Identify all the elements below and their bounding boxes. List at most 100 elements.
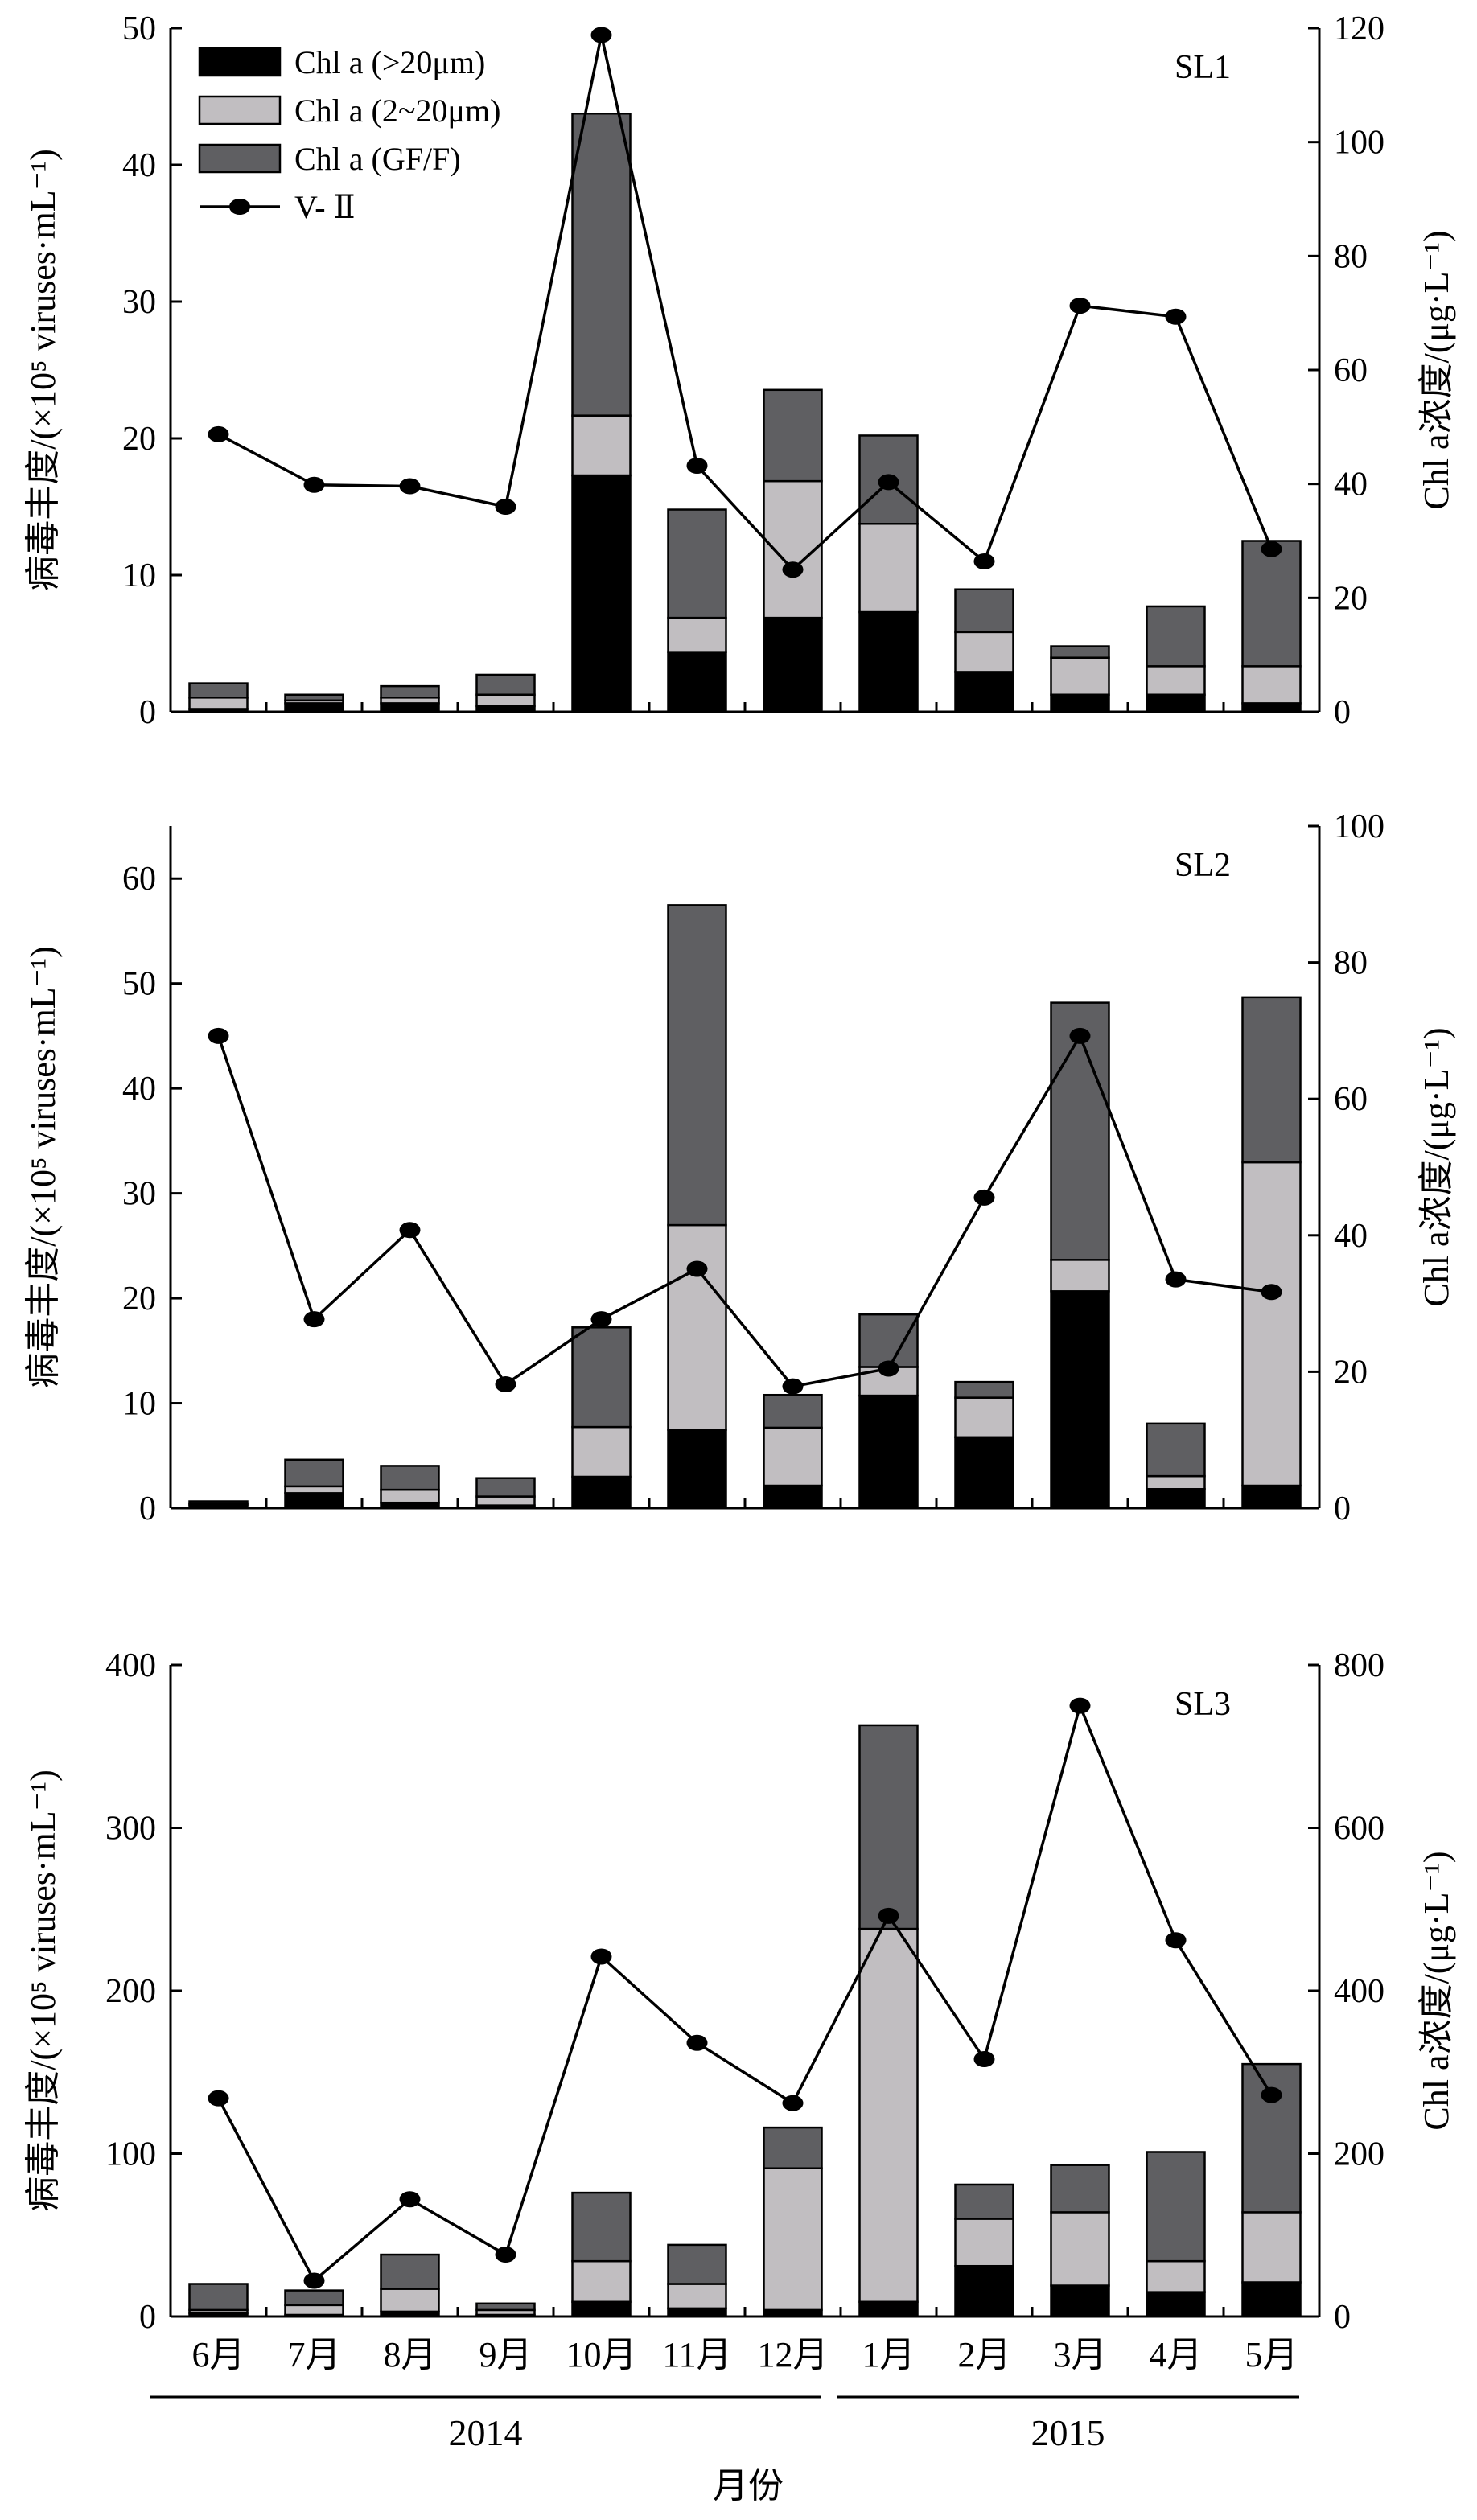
bar-segment xyxy=(667,904,727,1227)
right-tick-label: 100 xyxy=(1334,125,1384,162)
line-series xyxy=(216,1701,1273,2284)
bar-segment xyxy=(763,1393,823,1429)
left-tick-label: 50 xyxy=(122,966,156,1003)
bar-segment xyxy=(1050,1259,1110,1293)
bar-segment xyxy=(667,508,727,619)
line-series xyxy=(216,1032,1272,1388)
line-point xyxy=(878,1360,899,1377)
legend-item: Chl a (GF/F) xyxy=(198,141,461,177)
bar-segment xyxy=(1050,1001,1110,1261)
legend-label: Chl a (GF/F) xyxy=(294,141,461,177)
left-tick-label: 100 xyxy=(105,2136,156,2173)
line-point xyxy=(208,425,229,442)
right-tick-label: 80 xyxy=(1334,238,1368,275)
year-label: 2015 xyxy=(1031,2412,1105,2453)
bar-segment xyxy=(475,2302,536,2312)
left-tick-label: 300 xyxy=(105,1811,156,1848)
month-label: 3月 xyxy=(1054,2335,1107,2374)
right-tick-label: 0 xyxy=(1334,1490,1351,1527)
right-tick-label: 20 xyxy=(1334,580,1368,617)
panel-label: SL2 xyxy=(1175,847,1231,884)
line-point xyxy=(1165,308,1187,325)
bar-segment xyxy=(1050,1290,1110,1510)
bar-segment xyxy=(188,2283,249,2312)
legend-label: Chl a (>20μm) xyxy=(294,44,485,80)
x-axis-labels: 6月 7月 8月 9月 10月 11月 12月 1月 2月 3月 4月 5月 2014 2015 月份 xyxy=(150,2335,1299,2506)
bar-segment xyxy=(284,1458,344,1488)
right-tick-label: 120 xyxy=(1334,10,1384,47)
bar-segment xyxy=(667,1429,727,1510)
month-label: 4月 xyxy=(1150,2335,1203,2374)
month-label: 7月 xyxy=(288,2335,341,2374)
panel-label: SL1 xyxy=(1175,49,1231,86)
bar-segment xyxy=(475,1495,536,1507)
right-tick-label: 60 xyxy=(1334,1081,1368,1118)
line-point xyxy=(399,478,421,495)
month-label: 12月 xyxy=(758,2335,829,2374)
bar-segment xyxy=(1241,540,1302,668)
right-tick-label: 400 xyxy=(1334,1973,1384,2010)
bar-segment xyxy=(571,1326,632,1429)
line-point xyxy=(1261,2086,1282,2103)
bar-segment xyxy=(571,113,632,417)
bar-segment xyxy=(1050,2164,1110,2214)
bar-segment xyxy=(858,610,919,713)
line-point xyxy=(208,1027,229,1044)
line-point xyxy=(878,1907,899,1924)
line-point xyxy=(686,1260,708,1277)
bar-segment xyxy=(763,1426,823,1487)
bar-segment xyxy=(1241,2211,1302,2284)
bar-segment xyxy=(954,2264,1014,2318)
left-axis-title: 病毒丰度/(×10⁵ viruses·mL⁻¹) xyxy=(23,946,63,1388)
line-point xyxy=(399,2191,421,2208)
bar-segment xyxy=(284,1492,344,1510)
bar-segment xyxy=(954,2218,1014,2267)
bar-segment xyxy=(1146,665,1206,696)
bar-segment xyxy=(284,2289,344,2307)
legend-item: Chl a (>20μm) xyxy=(198,44,485,80)
bar-segment xyxy=(380,2288,440,2313)
bar-segment xyxy=(858,1394,919,1510)
bar-segment xyxy=(475,1477,536,1498)
left-tick-label: 30 xyxy=(122,1176,156,1213)
year-label: 2014 xyxy=(449,2412,523,2453)
bar-segment xyxy=(858,1724,919,1930)
right-axis-title: Chl a浓度/(μg·L⁻¹) xyxy=(1417,1027,1456,1306)
bar-segment xyxy=(1241,1161,1302,1487)
line-point xyxy=(1165,1271,1187,1288)
bar-segment xyxy=(1146,1422,1206,1478)
panel-label: SL3 xyxy=(1175,1686,1231,1723)
chart-panels: 0 10 20 30 40 50 0 20 40 60 80 100 120 病毒丰度/(×10⁵ vir… xyxy=(23,10,1456,2336)
line-point xyxy=(399,1222,421,1239)
right-tick-label: 100 xyxy=(1334,808,1384,845)
bar-segment xyxy=(1146,693,1206,713)
bar-segment xyxy=(475,673,536,696)
bar-segment xyxy=(1241,2281,1302,2318)
bar-segment xyxy=(380,2253,440,2290)
legend-swatch xyxy=(229,199,250,215)
bar-segment xyxy=(571,2191,632,2263)
line-point xyxy=(1165,1932,1187,1949)
panel-sl1: 0 10 20 30 40 50 0 20 40 60 80 100 120 病毒丰度/(×10⁵ vir… xyxy=(23,10,1456,731)
month-label: 5月 xyxy=(1245,2335,1298,2374)
line-point xyxy=(303,1311,325,1328)
bar-segment xyxy=(954,1396,1014,1439)
line-point xyxy=(590,1948,612,1965)
line-point xyxy=(303,2272,325,2289)
line-point xyxy=(1261,1284,1282,1301)
left-tick-label: 20 xyxy=(122,1281,156,1318)
left-tick-label: 40 xyxy=(122,1071,156,1108)
line-point xyxy=(495,2247,516,2263)
bar-segment xyxy=(667,1223,727,1431)
line-point xyxy=(878,474,899,491)
line-point xyxy=(1261,541,1282,557)
line-point xyxy=(208,2090,229,2107)
left-tick-label: 10 xyxy=(122,1386,156,1423)
left-tick-label: 400 xyxy=(105,1647,156,1684)
bar-segment xyxy=(763,616,823,713)
month-label: 9月 xyxy=(479,2335,533,2374)
right-tick-label: 40 xyxy=(1334,1218,1368,1255)
left-tick-label: 0 xyxy=(139,1490,156,1527)
line-point xyxy=(303,476,325,493)
